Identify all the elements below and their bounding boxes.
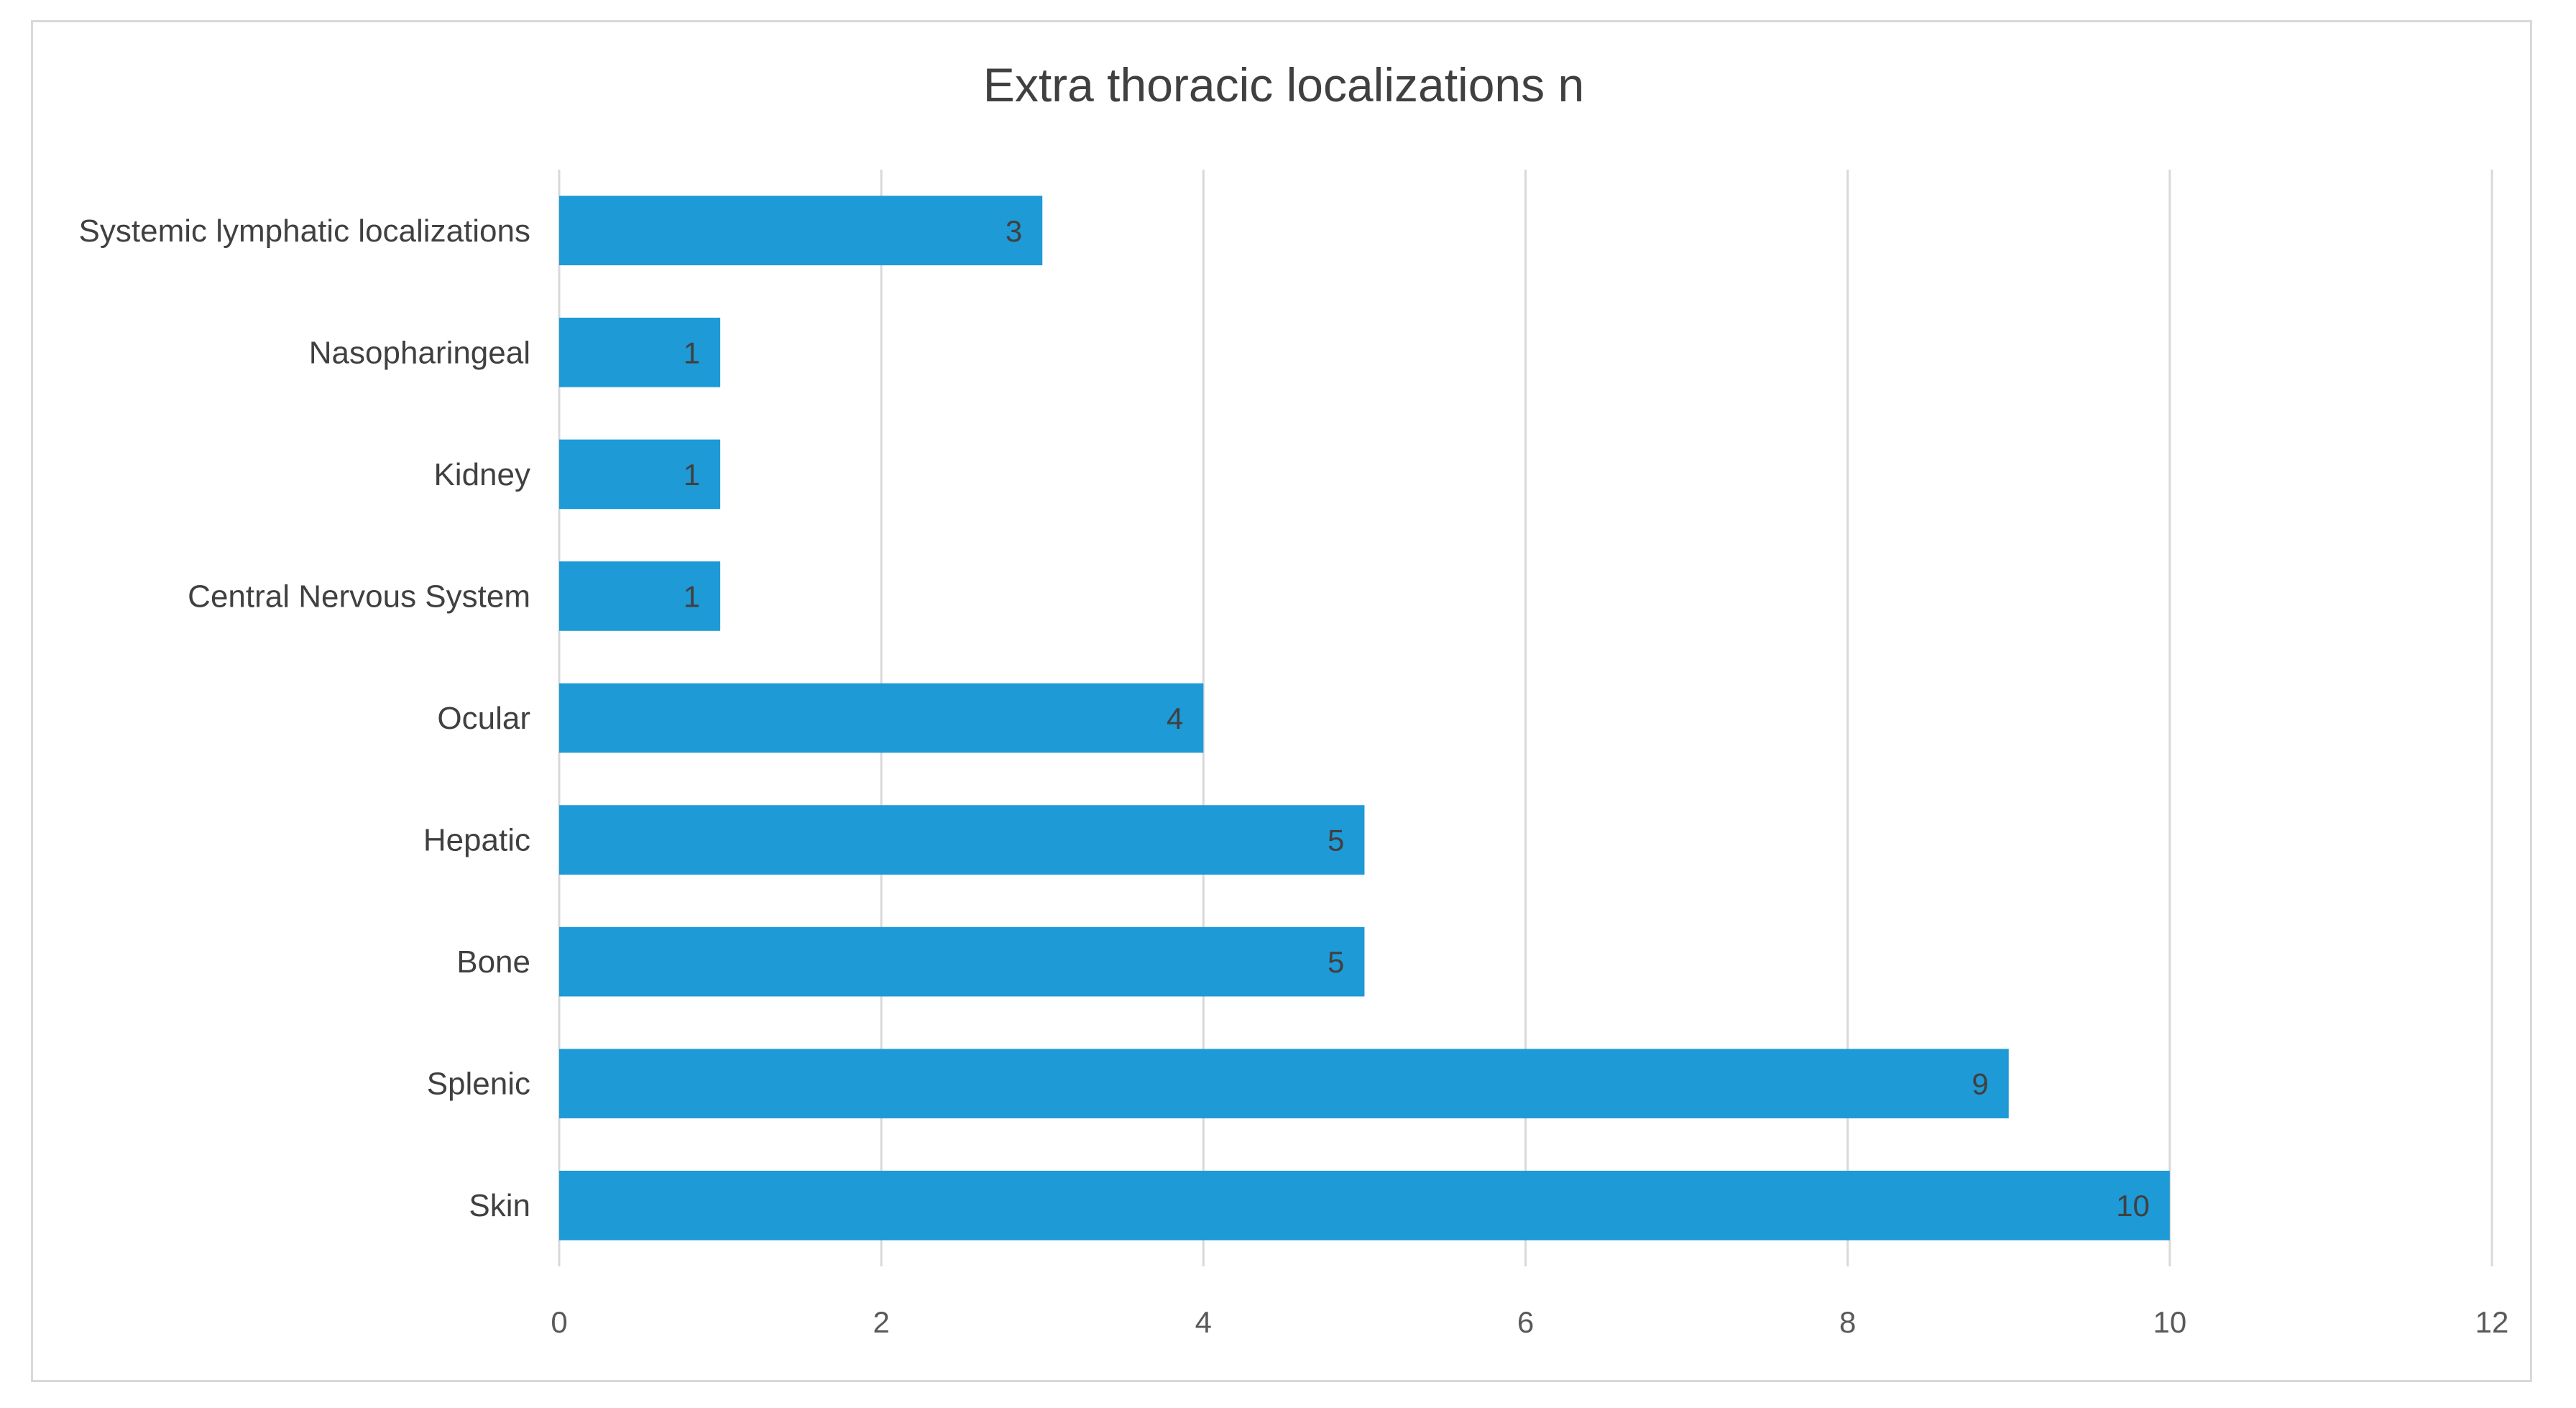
data-label: 5 — [1328, 824, 1344, 857]
chart-area: Extra thoracic localizations n 3 1 1 1 4 5 5 9 1… — [31, 20, 2532, 1382]
bar-chart: Extra thoracic localizations n 3 1 1 1 4 5 5 9 1… — [79, 58, 2509, 1339]
category-label: Skin — [469, 1188, 530, 1223]
data-label: 3 — [1006, 214, 1022, 248]
category-label: Splenic — [427, 1067, 530, 1102]
category-label: Hepatic — [423, 823, 530, 858]
bar-splenic — [559, 1049, 2009, 1118]
x-tick-label: 4 — [1195, 1305, 1212, 1339]
bar-hepatic — [559, 805, 1365, 875]
x-axis-ticks: 0 2 4 6 8 10 12 — [551, 1305, 2508, 1339]
category-label: Bone — [456, 944, 530, 980]
x-tick-label: 8 — [1839, 1305, 1856, 1339]
gridlines — [558, 170, 2493, 1266]
category-labels: Systemic lymphatic localizations Nasophar… — [79, 213, 530, 1223]
bar-skin — [559, 1170, 2170, 1241]
bar-nasopharingeal — [559, 318, 721, 387]
category-label: Nasopharingeal — [309, 335, 530, 370]
x-tick-label: 6 — [1517, 1305, 1534, 1339]
x-tick-label: 2 — [873, 1305, 889, 1339]
bar-central-nervous-system — [559, 561, 721, 631]
data-label: 1 — [684, 458, 700, 492]
x-tick-label: 10 — [2153, 1305, 2186, 1339]
chart-title: Extra thoracic localizations n — [983, 58, 1584, 111]
data-label: 4 — [1167, 701, 1183, 735]
bar-bone — [559, 926, 1365, 997]
data-label: 9 — [1972, 1067, 1988, 1101]
bar-systemic-lymphatic-localizations — [559, 195, 1043, 266]
category-label: Ocular — [437, 701, 530, 736]
data-label: 1 — [684, 579, 700, 613]
x-tick-label: 12 — [2475, 1305, 2509, 1339]
x-tick-label: 0 — [551, 1305, 567, 1339]
data-label: 5 — [1328, 945, 1344, 979]
category-label: Systemic lymphatic localizations — [79, 213, 530, 249]
category-label: Central Nervous System — [188, 579, 530, 614]
data-label: 10 — [2116, 1189, 2150, 1223]
bar-kidney — [559, 439, 721, 510]
bar-ocular — [559, 683, 1204, 753]
bars: 3 1 1 1 4 5 5 9 10 — [559, 195, 2170, 1241]
data-label: 1 — [684, 336, 700, 369]
category-label: Kidney — [433, 457, 530, 492]
